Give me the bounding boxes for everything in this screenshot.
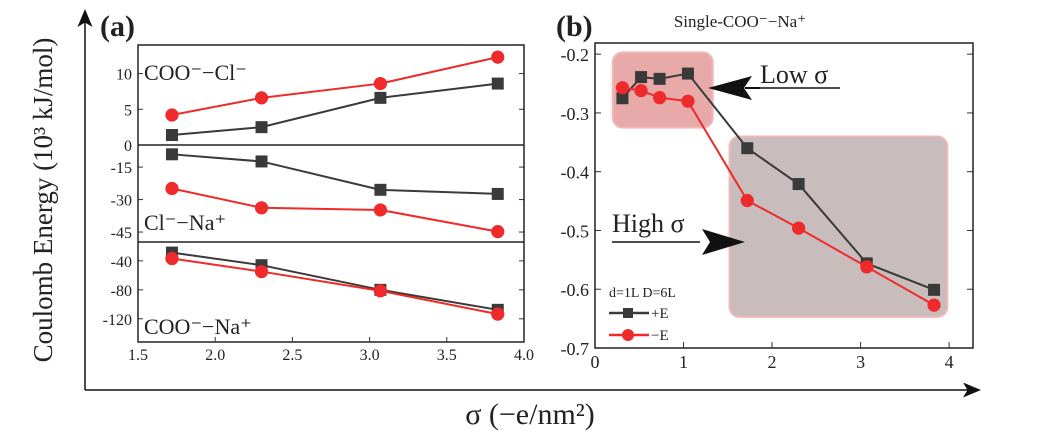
subplot-label: COO⁻−Na⁺ [144, 314, 252, 339]
plot-frame [137, 44, 525, 343]
y-axis-label: Coulomb Energy (10³ kJ/mol) [28, 38, 58, 363]
data-point-circle [860, 260, 874, 274]
y-tick-label: -0.2 [561, 45, 590, 65]
data-point-square [653, 72, 666, 85]
data-point-circle [491, 50, 505, 64]
region-high [728, 135, 949, 318]
data-point-circle [927, 298, 941, 312]
x-tick-label: 4.0 [514, 347, 534, 364]
plot-frame [594, 42, 974, 349]
panel-b: (b) Single-COO⁻−Na⁺ Low σ High σ -0.2 -0.3 -0.… [556, 10, 974, 372]
subplot-label: COO⁻−Cl⁻ [144, 60, 247, 85]
data-point-circle [491, 307, 505, 321]
data-point-square [374, 183, 387, 196]
y-tick-label: 0 [124, 138, 132, 155]
data-point-circle [254, 201, 269, 215]
data-point-circle [792, 221, 806, 235]
y-tick-label: -0.5 [561, 221, 590, 241]
data-point-circle [740, 193, 754, 208]
data-point-square [255, 121, 268, 134]
data-point-circle [373, 76, 388, 91]
data-point-square [374, 91, 387, 104]
x-tick-label: 4 [945, 352, 954, 372]
x-tick-label: 3 [856, 352, 865, 372]
global-axes: Coulomb Energy (10³ kJ/mol) σ (−e/nm²) [28, 9, 981, 431]
data-point-square [255, 155, 268, 168]
legend-marker-circle [622, 329, 634, 341]
y-tick-label: -15 [111, 160, 132, 177]
data-point-square [741, 142, 754, 155]
series-line [171, 56, 498, 116]
y-tick-label: -0.4 [561, 163, 590, 183]
series-line [171, 251, 498, 311]
y-tick-label: 10 [116, 67, 132, 84]
panel-a: (a) 0 5 10 COO⁻−Cl⁻ -15 -30 -45 Cl⁻−Na⁺ -40 -80 -12… [100, 10, 534, 364]
x-tick-label: 2.0 [205, 347, 225, 364]
data-point-circle [373, 203, 388, 217]
series-line [171, 257, 498, 316]
data-point-square [165, 148, 178, 161]
data-point-circle [681, 94, 695, 108]
y-tick-label: -45 [111, 225, 132, 242]
data-point-square [491, 187, 504, 200]
series-line [171, 153, 498, 195]
subplot: -40 -80 -120 COO⁻−Na⁺ [103, 241, 524, 339]
arrow-left-icon [708, 76, 752, 100]
data-point-circle [373, 284, 388, 298]
y-tick-label: -0.7 [561, 339, 590, 359]
y-tick-label: -120 [103, 312, 132, 329]
subplot: 0 5 10 COO⁻−Cl⁻ [116, 50, 524, 155]
data-point-circle [165, 251, 179, 266]
y-tick-label: -40 [111, 254, 132, 271]
data-point-square [792, 178, 805, 191]
y-tick-label: -80 [111, 283, 132, 300]
y-tick-label: 5 [124, 102, 132, 119]
data-point-circle [491, 225, 505, 239]
data-point-circle [254, 264, 269, 279]
data-point-circle [634, 84, 648, 98]
y-tick-label: -30 [111, 193, 132, 210]
chart-title: Single-COO⁻−Na⁺ [674, 12, 806, 31]
x-axis-label: σ (−e/nm²) [465, 398, 595, 431]
series-line [171, 82, 498, 136]
x-tick-label: 2 [768, 352, 777, 372]
y-tick-label: -0.3 [561, 104, 590, 124]
legend-label: −E [651, 328, 669, 344]
data-point-square [681, 67, 694, 80]
x-tick-label: 3.5 [437, 347, 457, 364]
x-tick-label: 1.5 [128, 347, 148, 364]
x-tick-label: 3.0 [360, 347, 380, 364]
data-point-circle [165, 108, 179, 122]
data-point-square [491, 77, 504, 90]
legend-label: +E [651, 306, 669, 322]
x-tick-label: 2.5 [282, 347, 302, 364]
subplot: -15 -30 -45 Cl⁻−Na⁺ [111, 144, 524, 242]
data-point-square [165, 129, 178, 141]
data-point-circle [165, 181, 179, 196]
x-tick-label: 1 [679, 352, 688, 372]
annotation-high-sigma: High σ [612, 209, 685, 238]
data-point-square [928, 283, 941, 296]
annotation-low-sigma: Low σ [760, 60, 828, 89]
panel-label: (b) [556, 10, 593, 43]
arrow-right-icon [702, 229, 745, 255]
data-point-circle [254, 91, 269, 105]
subplot-label: Cl⁻−Na⁺ [144, 210, 226, 235]
data-point-square [616, 92, 629, 105]
y-tick-label: -0.6 [561, 280, 590, 300]
data-point-square [635, 71, 648, 84]
legend-title: d=1L D=6L [609, 286, 676, 301]
legend: d=1L D=6L +E −E [609, 286, 676, 344]
x-tick-label: 0 [591, 352, 600, 372]
series-line [171, 187, 498, 233]
data-point-circle [653, 91, 667, 105]
legend-marker-square [623, 308, 633, 318]
panel-label: (a) [100, 10, 135, 43]
data-point-circle [615, 81, 630, 95]
